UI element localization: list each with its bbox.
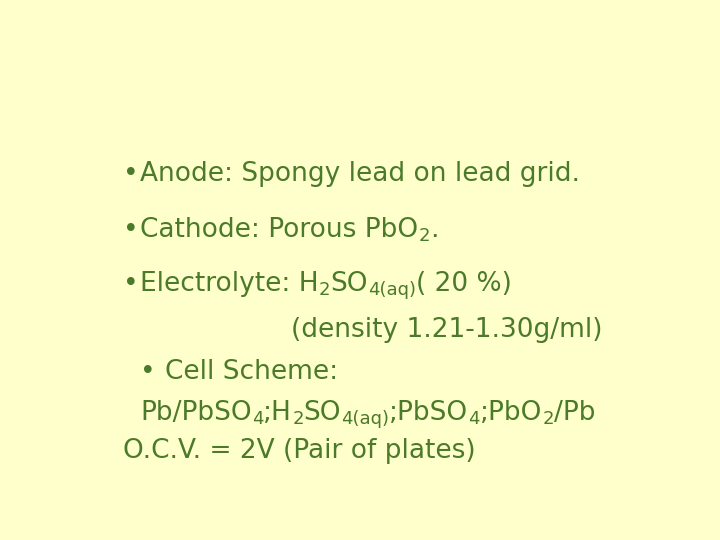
Text: •: • bbox=[124, 218, 139, 244]
Text: 4: 4 bbox=[468, 410, 480, 428]
Text: .: . bbox=[430, 218, 438, 244]
Text: Anode: Spongy lead on lead grid.: Anode: Spongy lead on lead grid. bbox=[140, 161, 580, 187]
Text: 2: 2 bbox=[292, 410, 304, 428]
Text: •: • bbox=[124, 272, 139, 298]
Text: •: • bbox=[140, 359, 156, 384]
Text: Electrolyte: H: Electrolyte: H bbox=[140, 272, 319, 298]
Text: ;H: ;H bbox=[264, 400, 292, 426]
Text: ;PbO: ;PbO bbox=[480, 400, 542, 426]
Text: 4(aq): 4(aq) bbox=[368, 281, 416, 299]
Text: Pb/PbSO: Pb/PbSO bbox=[140, 400, 252, 426]
Text: •: • bbox=[124, 161, 139, 187]
Text: 4: 4 bbox=[252, 410, 264, 428]
Text: SO: SO bbox=[304, 400, 341, 426]
Text: 2: 2 bbox=[418, 227, 430, 245]
Text: SO: SO bbox=[330, 272, 368, 298]
Text: 2: 2 bbox=[542, 410, 554, 428]
Text: /Pb: /Pb bbox=[554, 400, 595, 426]
Text: (density 1.21-1.30g/ml): (density 1.21-1.30g/ml) bbox=[291, 317, 603, 343]
Text: 4(aq): 4(aq) bbox=[341, 410, 390, 428]
Text: ( 20 %): ( 20 %) bbox=[416, 272, 512, 298]
Text: Cathode: Porous PbO: Cathode: Porous PbO bbox=[140, 218, 418, 244]
Text: O.C.V. = 2V (Pair of plates): O.C.V. = 2V (Pair of plates) bbox=[124, 438, 476, 464]
Text: ;PbSO: ;PbSO bbox=[390, 400, 468, 426]
Text: Cell Scheme:: Cell Scheme: bbox=[166, 359, 338, 384]
Text: 2: 2 bbox=[319, 281, 330, 299]
